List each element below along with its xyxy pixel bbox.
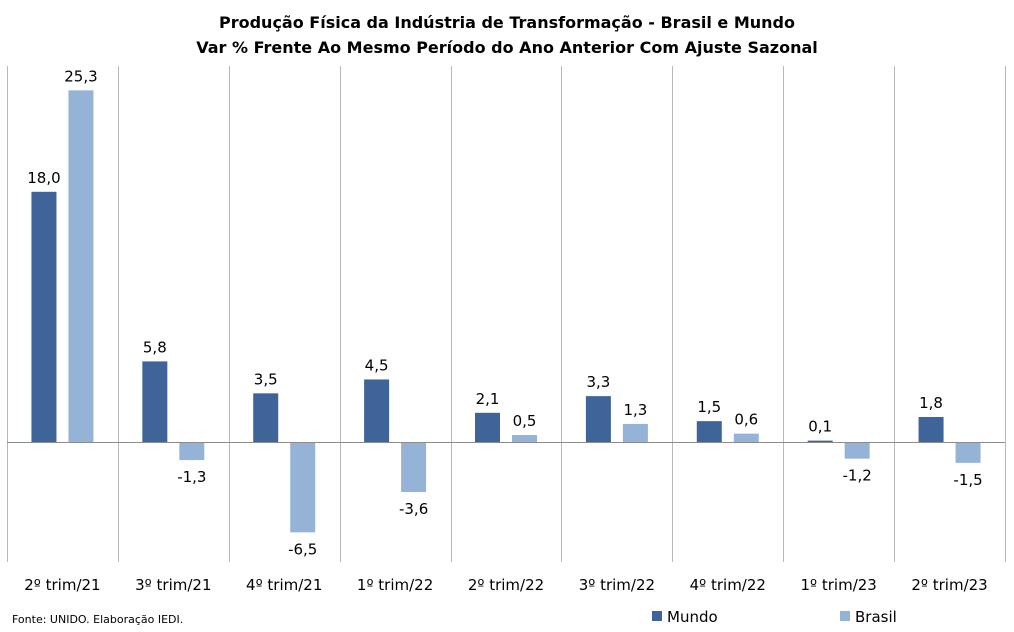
bar-mundo-9 <box>918 416 944 442</box>
bar-mundo-3 <box>253 393 279 442</box>
value-label-mundo-1: 18,0 <box>27 169 60 187</box>
value-label-brasil-3: -6,5 <box>288 540 317 558</box>
chart-title-block: Produção Física da Indústria de Transfor… <box>0 10 1014 60</box>
value-label-brasil-7: 0,6 <box>734 411 758 429</box>
chart-subtitle: Var % Frente Ao Mesmo Período do Ano Ant… <box>196 38 818 57</box>
value-label-mundo-9: 1,8 <box>919 394 943 412</box>
value-label-mundo-6: 3,3 <box>586 373 610 391</box>
value-label-mundo-7: 1,5 <box>697 398 721 416</box>
bar-brasil-2 <box>179 442 205 461</box>
value-label-brasil-1: 25,3 <box>64 67 97 85</box>
x-tick-label: 2º trim/23 <box>911 576 987 594</box>
bar-mundo-5 <box>475 412 500 442</box>
bar-mundo-7 <box>696 421 722 442</box>
x-tick-label: 1º trim/22 <box>357 576 433 594</box>
value-label-brasil-9: -1,5 <box>953 471 982 489</box>
value-label-mundo-3: 3,5 <box>254 370 278 388</box>
legend-swatch-brasil <box>840 611 850 621</box>
value-label-brasil-8: -1,2 <box>843 467 872 485</box>
source-note: Fonte: UNIDO. Elaboração IEDI. <box>12 613 184 626</box>
bar-brasil-8 <box>844 442 870 459</box>
bar-brasil-5 <box>512 435 537 442</box>
x-tick-label: 2º trim/22 <box>468 576 544 594</box>
value-label-brasil-6: 1,3 <box>623 401 647 419</box>
bar-mundo-4 <box>364 379 390 442</box>
bar-brasil-9 <box>955 442 981 463</box>
legend-label-brasil: Brasil <box>855 608 897 626</box>
bar-brasil-6 <box>622 423 648 442</box>
value-label-mundo-2: 5,8 <box>143 338 167 356</box>
value-label-brasil-5: 0,5 <box>513 412 537 430</box>
bar-mundo-8 <box>807 440 833 442</box>
legend-label-mundo: Mundo <box>667 608 718 626</box>
bar-mundo-6 <box>585 396 611 442</box>
value-label-brasil-4: -3,6 <box>399 500 428 518</box>
x-tick-label: 3º trim/22 <box>579 576 655 594</box>
bar-mundo-1 <box>31 191 57 442</box>
x-tick-label: 4º trim/21 <box>246 576 322 594</box>
x-tick-label: 1º trim/23 <box>800 576 876 594</box>
value-label-mundo-8: 0,1 <box>808 418 832 436</box>
chart-title: Produção Física da Indústria de Transfor… <box>218 13 795 32</box>
x-tick-label: 3º trim/21 <box>135 576 211 594</box>
bar-brasil-7 <box>733 433 759 442</box>
bar-brasil-1 <box>68 90 94 442</box>
bar-brasil-3 <box>290 442 316 533</box>
legend-swatch-mundo <box>652 611 662 621</box>
value-label-mundo-5: 2,1 <box>476 390 500 408</box>
x-tick-label: 2º trim/21 <box>24 576 100 594</box>
bar-mundo-2 <box>142 361 168 442</box>
bar-brasil-4 <box>401 442 427 493</box>
x-tick-label: 4º trim/22 <box>690 576 766 594</box>
value-label-mundo-4: 4,5 <box>365 356 389 374</box>
value-label-brasil-2: -1,3 <box>177 468 206 486</box>
